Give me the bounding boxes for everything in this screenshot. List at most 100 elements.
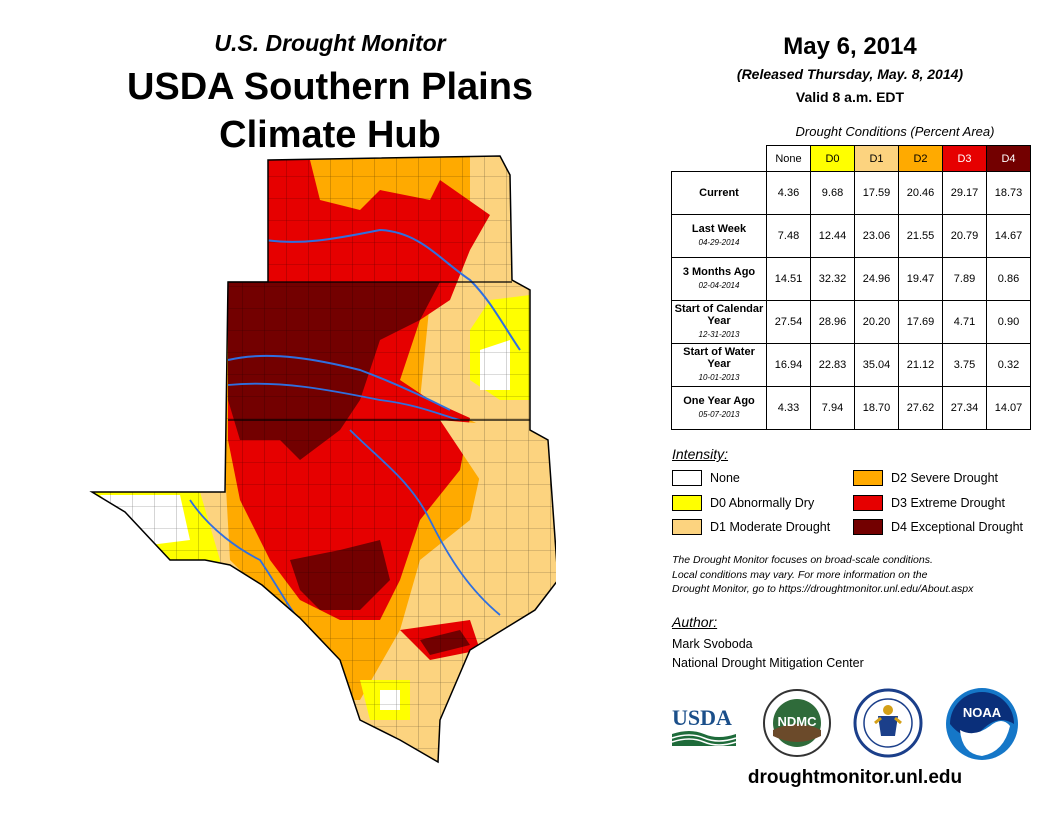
table-cell: 20.20 bbox=[854, 300, 899, 344]
row-label-text: Last Week bbox=[691, 223, 747, 235]
table-row: 3 Months Ago 02-04-2014 14.51 32.32 24.96 19.… bbox=[671, 257, 1031, 301]
table-title: Drought Conditions (Percent Area) bbox=[795, 124, 995, 139]
table-cell: 14.07 bbox=[986, 386, 1031, 430]
row-sublabel-date: 05-07-2013 bbox=[698, 410, 740, 419]
row-sublabel-date: 12-31-2013 bbox=[698, 330, 740, 339]
legend-label-d1: D1 Moderate Drought bbox=[710, 520, 831, 534]
col-header-d3: D3 bbox=[942, 145, 987, 172]
map-supertitle: U.S. Drought Monitor bbox=[214, 30, 446, 56]
table-cell: 3.75 bbox=[942, 343, 987, 387]
table-cell: 27.54 bbox=[766, 300, 811, 344]
map-title-line1: USDA Southern Plains bbox=[126, 66, 534, 108]
table-cell: 18.73 bbox=[986, 171, 1031, 215]
col-header-d1: D1 bbox=[854, 145, 899, 172]
author-title: Author: bbox=[672, 614, 718, 630]
table-cell: 18.70 bbox=[854, 386, 899, 430]
drought-map bbox=[89, 155, 556, 764]
col-header-d2: D2 bbox=[898, 145, 943, 172]
row-label: One Year Ago 05-07-2013 bbox=[671, 386, 767, 430]
legend-label-d4: D4 Exceptional Drought bbox=[891, 520, 1024, 534]
row-label-text: Start of Water Year bbox=[683, 346, 755, 370]
table-row: Start of Water Year 10-01-2013 16.94 22.83 3… bbox=[671, 343, 1031, 387]
row-label: Start of Water Year 10-01-2013 bbox=[671, 343, 767, 387]
row-label: Last Week 04-29-2014 bbox=[671, 214, 767, 258]
commerce-seal-logo bbox=[853, 688, 923, 758]
col-header-d4: D4 bbox=[986, 145, 1031, 172]
table-header-row: None D0 D1 D2 D3 D4 bbox=[671, 145, 1031, 172]
legend-title: Intensity: bbox=[672, 446, 729, 462]
noaa-logo: NOAA bbox=[946, 688, 1018, 760]
table-cell: 0.90 bbox=[986, 300, 1031, 344]
row-sublabel-date: 02-04-2014 bbox=[698, 281, 740, 290]
table-cell: 29.17 bbox=[942, 171, 987, 215]
legend-label-none: None bbox=[710, 471, 740, 485]
note-line-2: Local conditions may vary. For more info… bbox=[672, 568, 928, 581]
table-cell: 27.34 bbox=[942, 386, 987, 430]
drought-monitor-note: The Drought Monitor focuses on broad-sca… bbox=[672, 553, 1042, 597]
table-cell: 0.32 bbox=[986, 343, 1031, 387]
table-cell: 24.96 bbox=[854, 257, 899, 301]
table-row: Start of Calendar Year 12-31-2013 27.54 28.… bbox=[671, 300, 1031, 344]
author-organization: National Drought Mitigation Center bbox=[672, 656, 864, 670]
table-cell: 35.04 bbox=[854, 343, 899, 387]
map-title-line2: Climate Hub bbox=[219, 114, 441, 156]
note-line-1: The Drought Monitor focuses on broad-sca… bbox=[672, 554, 933, 566]
legend-label-d2: D2 Severe Drought bbox=[891, 471, 999, 485]
table-cell: 7.89 bbox=[942, 257, 987, 301]
table-row: Current 4.36 9.68 17.59 20.46 29.17 18.73 bbox=[671, 171, 1031, 215]
legend-swatch-d0 bbox=[672, 495, 702, 511]
table-cell: 7.48 bbox=[766, 214, 811, 258]
usda-logo-text: USDA bbox=[672, 705, 732, 730]
table-cell: 19.47 bbox=[898, 257, 943, 301]
table-cell: 17.59 bbox=[854, 171, 899, 215]
usda-logo: USDA bbox=[671, 705, 737, 746]
note-line-3: Drought Monitor, go to https://droughtmo… bbox=[672, 583, 974, 595]
row-label-text: 3 Months Ago bbox=[682, 266, 756, 278]
table-row: Last Week 04-29-2014 7.48 12.44 23.06 21.55 20… bbox=[671, 214, 1031, 258]
table-cell: 32.32 bbox=[810, 257, 855, 301]
table-cell: 9.68 bbox=[810, 171, 855, 215]
table-cell: 20.46 bbox=[898, 171, 943, 215]
table-cell: 28.96 bbox=[810, 300, 855, 344]
author-name: Mark Svoboda bbox=[672, 637, 753, 651]
row-sublabel-date: 04-29-2014 bbox=[698, 238, 740, 247]
table-cell: 4.36 bbox=[766, 171, 811, 215]
table-cell: 0.86 bbox=[986, 257, 1031, 301]
legend-swatch-d4 bbox=[853, 519, 883, 535]
row-label-text: Start of Calendar Year bbox=[674, 303, 764, 327]
release-info: (Released Thursday, May. 8, 2014) bbox=[736, 66, 964, 82]
valid-time: Valid 8 a.m. EDT bbox=[795, 89, 905, 105]
table-cell: 4.71 bbox=[942, 300, 987, 344]
table-cell: 23.06 bbox=[854, 214, 899, 258]
legend-label-d0: D0 Abnormally Dry bbox=[710, 496, 815, 510]
table-cell: 21.55 bbox=[898, 214, 943, 258]
row-label: Start of Calendar Year 12-31-2013 bbox=[671, 300, 767, 344]
ndmc-logo-text: NDMC bbox=[778, 714, 818, 729]
website-link[interactable]: droughtmonitor.unl.edu bbox=[747, 767, 963, 788]
ndmc-logo: NDMC bbox=[763, 689, 831, 757]
row-label: Current bbox=[671, 171, 767, 215]
table-cell: 22.83 bbox=[810, 343, 855, 387]
table-cell: 12.44 bbox=[810, 214, 855, 258]
legend-swatch-d3 bbox=[853, 495, 883, 511]
col-header-d0: D0 bbox=[810, 145, 855, 172]
noaa-logo-text: NOAA bbox=[963, 705, 1002, 720]
drought-conditions-table: None D0 D1 D2 D3 D4 Current 4.36 9.68 17.59… bbox=[671, 145, 1031, 430]
table-cell: 14.67 bbox=[986, 214, 1031, 258]
table-cell: 16.94 bbox=[766, 343, 811, 387]
table-cell: 27.62 bbox=[898, 386, 943, 430]
table-cell: 20.79 bbox=[942, 214, 987, 258]
table-cell: 4.33 bbox=[766, 386, 811, 430]
table-cell: 21.12 bbox=[898, 343, 943, 387]
map-date: May 6, 2014 bbox=[783, 33, 917, 60]
legend-swatch-d2 bbox=[853, 470, 883, 486]
legend-swatch-d1 bbox=[672, 519, 702, 535]
row-label: 3 Months Ago 02-04-2014 bbox=[671, 257, 767, 301]
col-header-none: None bbox=[766, 145, 811, 172]
legend-swatch-none bbox=[672, 470, 702, 486]
legend-label-d3: D3 Extreme Drought bbox=[891, 496, 1005, 510]
row-label-text: Current bbox=[699, 187, 739, 199]
table-row: One Year Ago 05-07-2013 4.33 7.94 18.70 27.62… bbox=[671, 386, 1031, 430]
row-label-text: One Year Ago bbox=[683, 395, 755, 407]
table-cell: 17.69 bbox=[898, 300, 943, 344]
